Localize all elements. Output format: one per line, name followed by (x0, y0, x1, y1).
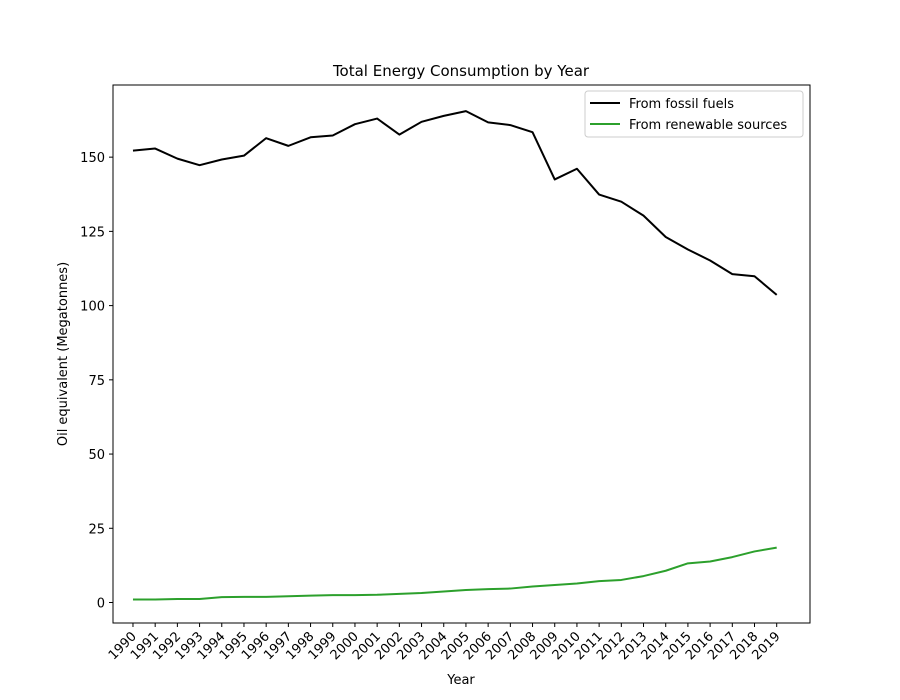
legend: From fossil fuels From renewable sources (584, 90, 804, 138)
y-tick-label: 50 (88, 448, 105, 463)
series-line-fossil-fuels (132, 110, 778, 296)
y-tick-label: 75 (88, 374, 105, 389)
y-tick-label: 0 (97, 597, 105, 612)
series-layer (132, 110, 778, 601)
y-tick-label: 125 (80, 225, 105, 240)
y-tick-label: 25 (88, 522, 105, 537)
x-axis-ticks: 1990199119921993199419951996199719981999… (106, 623, 784, 663)
y-axis-label: Oil equivalent (Megatonnes) (56, 262, 71, 446)
legend-label-renewable: From renewable sources (629, 118, 787, 133)
y-axis-ticks: 0 25 50 75 100 125 150 (80, 151, 113, 612)
plot-area (112, 84, 811, 624)
y-tick-label: 100 (80, 300, 105, 315)
plot-frame (112, 84, 811, 624)
series-line-renewable-sources (132, 546, 777, 601)
legend-box (584, 90, 804, 138)
chart-title: Total Energy Consumption by Year (332, 62, 590, 80)
y-tick-label: 150 (80, 151, 105, 166)
x-axis-label: Year (446, 673, 475, 688)
legend-label-fossil: From fossil fuels (629, 97, 734, 112)
